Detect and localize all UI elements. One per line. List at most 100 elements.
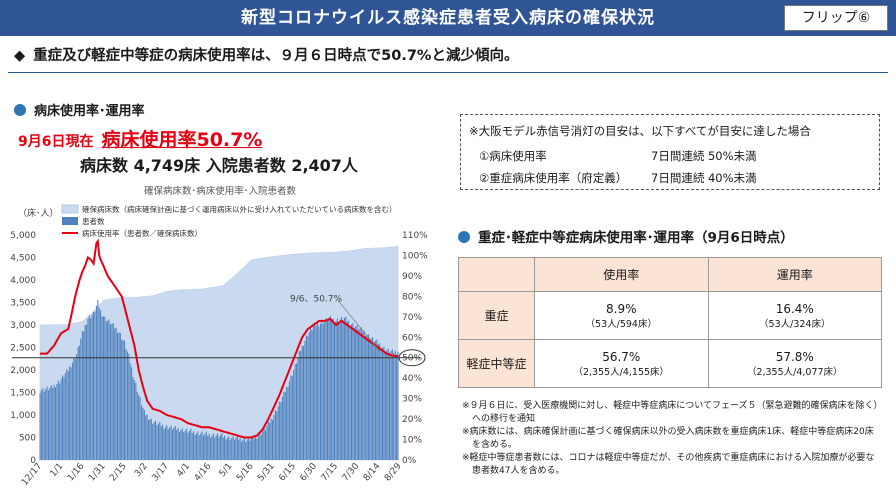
- patient-bar: [248, 437, 250, 460]
- y-tick-label: 1,000: [10, 411, 36, 421]
- patient-bar: [246, 439, 248, 460]
- patient-bar: [46, 386, 48, 460]
- table-cell: 8.9% （53人/594床）: [534, 291, 709, 340]
- patient-bar: [334, 322, 336, 461]
- asof-date: 9月6日現在: [18, 134, 94, 150]
- patient-bar: [73, 357, 75, 460]
- patient-bar: [191, 433, 193, 460]
- patient-bar: [349, 325, 351, 460]
- patient-bar: [39, 392, 41, 460]
- patient-bar: [211, 435, 213, 460]
- patient-bar: [363, 330, 365, 460]
- patient-bar: [257, 436, 259, 460]
- legend-label-beds: 確保病床数（病床確保計画に基づく運用病床以外に受け入れていただいている病床数を含…: [82, 204, 397, 214]
- patient-bar: [372, 337, 374, 460]
- patient-bar: [98, 308, 100, 460]
- patient-bar: [208, 433, 210, 460]
- patient-bar: [117, 332, 119, 460]
- patient-bar: [380, 348, 382, 460]
- y-tick-label: 3,500: [10, 299, 36, 309]
- patient-bar: [121, 339, 123, 460]
- patient-bar: [119, 332, 121, 460]
- patient-bar: [71, 362, 73, 460]
- patient-bar: [150, 418, 152, 460]
- x-tick-label: 12/17: [20, 462, 44, 488]
- patient-bar: [53, 384, 55, 460]
- x-tick-label: 2/15: [108, 462, 129, 484]
- patient-bar: [290, 375, 292, 460]
- patient-bar: [367, 334, 369, 460]
- y-tick-label: 500: [19, 434, 36, 444]
- chart-title: 確保病床数･病床使用率･入院患者数: [143, 186, 296, 197]
- patient-bar: [391, 349, 393, 460]
- patient-bar: [90, 318, 92, 460]
- patient-bar: [104, 316, 106, 460]
- patient-bar: [100, 310, 102, 460]
- patient-bar: [164, 427, 166, 460]
- patient-bar: [370, 338, 372, 460]
- patient-bar: [76, 354, 78, 461]
- table-cell: 56.7% （2,355人/4,155床）: [534, 339, 709, 388]
- criteria-item2-value: 7日間連続 40%未満: [651, 171, 757, 185]
- y2-tick-label: 30%: [402, 395, 422, 405]
- patient-bar: [78, 345, 80, 460]
- patient-bar: [366, 335, 368, 460]
- patient-bar: [159, 421, 161, 460]
- patient-bar: [212, 433, 214, 460]
- y-tick-label: 0: [30, 456, 36, 466]
- patient-bar: [162, 424, 164, 460]
- y-tick-label: 1,500: [10, 389, 36, 399]
- patient-bar: [200, 433, 202, 460]
- patient-bar: [180, 430, 182, 460]
- patient-bar: [124, 340, 126, 460]
- patient-bar: [47, 390, 49, 460]
- patient-bar: [50, 385, 52, 460]
- patient-bar: [300, 350, 302, 460]
- patient-bar: [318, 326, 320, 460]
- notes: ※９月６日に、受入医療機関に対し、軽症中等症病床についてフェーズ５（緊急避難的確…: [462, 400, 882, 478]
- patient-bar: [221, 433, 223, 460]
- patient-bar: [126, 351, 128, 460]
- patient-bar: [229, 439, 231, 460]
- patient-bar: [382, 347, 384, 460]
- y2-tick-label: 80%: [402, 292, 422, 302]
- patient-bar: [393, 353, 395, 460]
- patient-bar: [115, 327, 117, 460]
- patient-bar: [291, 375, 293, 460]
- patient-bar: [283, 391, 285, 460]
- patient-bar: [64, 373, 66, 460]
- patient-bar: [250, 438, 252, 460]
- patient-bar: [43, 391, 45, 460]
- patient-bar: [111, 323, 113, 460]
- patient-bar: [394, 350, 396, 460]
- patient-bar: [105, 321, 107, 460]
- patient-bar: [249, 440, 251, 460]
- patient-bar: [281, 396, 283, 460]
- annotation-leader: [337, 300, 381, 352]
- x-tick-label: 6/15: [277, 462, 298, 484]
- x-tick-label: 5/16: [235, 461, 256, 483]
- patient-bar: [362, 331, 364, 460]
- bed-usage-rate: 病床使用率50.7%: [101, 129, 263, 151]
- patient-bar: [190, 428, 192, 460]
- patient-bar: [179, 432, 181, 460]
- patient-bar: [135, 383, 137, 460]
- patient-bar: [373, 341, 375, 460]
- patient-bar: [277, 406, 279, 460]
- patient-bar: [253, 438, 255, 460]
- patient-bar: [374, 340, 376, 460]
- row-label: 軽症中等症: [458, 339, 535, 388]
- table-header-use: 使用率: [534, 257, 709, 292]
- patient-bar: [396, 354, 398, 460]
- patient-bar: [270, 418, 272, 460]
- patient-bar: [397, 352, 399, 460]
- patient-bar: [307, 336, 309, 460]
- criteria-item2-label: ②重症病床使用率（府定義）: [479, 171, 628, 185]
- patient-bar: [260, 435, 262, 460]
- flip-badge: フリップ⑥: [784, 5, 888, 31]
- patient-bar: [210, 437, 212, 460]
- x-tick-label: 6/30: [298, 461, 319, 483]
- patient-bar: [138, 394, 140, 461]
- patient-bar: [351, 324, 353, 460]
- patient-bar: [102, 316, 104, 460]
